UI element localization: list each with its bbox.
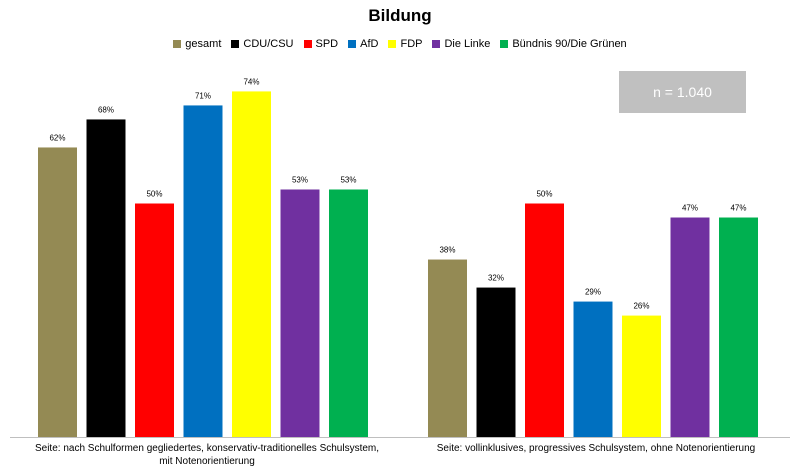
- legend-swatch: [348, 40, 357, 48]
- legend-label: FDP: [400, 38, 423, 50]
- bar: [622, 315, 661, 437]
- legend-item: Bündnis 90/Die Grünen: [500, 38, 627, 50]
- bar: [670, 217, 710, 437]
- legend-label: AfD: [360, 38, 379, 50]
- legend-label: gesamt: [185, 38, 222, 50]
- category-label: Seite: vollinklusives, progressives Schu…: [436, 443, 756, 454]
- bar: [719, 217, 758, 437]
- legend-swatch: [303, 40, 312, 48]
- data-label: 47%: [682, 204, 698, 213]
- legend-swatch: [231, 40, 240, 48]
- legend-label: CDU/CSU: [243, 38, 294, 50]
- bar: [329, 189, 368, 437]
- data-label: 62%: [49, 133, 65, 142]
- data-label: 26%: [633, 302, 649, 311]
- data-label: 32%: [488, 274, 504, 283]
- data-label: 47%: [730, 204, 746, 213]
- legend-item: gesamt: [173, 38, 221, 50]
- legend-item: CDU/CSU: [231, 38, 294, 50]
- legend-label: SPD: [315, 38, 339, 50]
- category-label: Seite: nach Schulformen gegliedertes, ko…: [34, 443, 380, 467]
- sample-size-box: n = 1.040: [619, 71, 746, 113]
- data-label: 50%: [146, 190, 162, 199]
- legend-swatch: [500, 40, 509, 48]
- legend-label: Die Linke: [444, 38, 491, 50]
- legend-item: SPD: [303, 38, 339, 50]
- data-label: 53%: [292, 175, 308, 184]
- bar: [38, 147, 77, 437]
- data-label: 71%: [195, 91, 211, 100]
- bar: [86, 119, 126, 437]
- data-label: 38%: [439, 246, 455, 255]
- bar: [476, 287, 516, 437]
- legend-swatch: [432, 40, 441, 48]
- data-label: 53%: [340, 175, 356, 184]
- bar: [573, 301, 613, 437]
- legend-item: FDP: [388, 38, 422, 50]
- legend-swatch: [173, 40, 182, 48]
- chart-title: Bildung: [368, 6, 432, 25]
- data-label: 74%: [243, 77, 259, 86]
- data-label: 29%: [585, 288, 601, 297]
- bar: [135, 203, 174, 437]
- bar: [183, 105, 223, 438]
- data-label: 68%: [98, 105, 114, 114]
- legend-label: Bündnis 90/Die Grünen: [512, 38, 627, 50]
- legend-swatch: [388, 40, 397, 48]
- legend-item: AfD: [348, 38, 378, 50]
- legend-item: Die Linke: [432, 38, 490, 50]
- bar: [232, 91, 271, 438]
- bar: [428, 259, 467, 437]
- bar: [525, 203, 564, 437]
- bar: [280, 189, 320, 437]
- data-label: 50%: [536, 190, 552, 199]
- legend: gesamt CDU/CSU SPD AfD FDP Die Linke Bündnis 9…: [0, 38, 800, 50]
